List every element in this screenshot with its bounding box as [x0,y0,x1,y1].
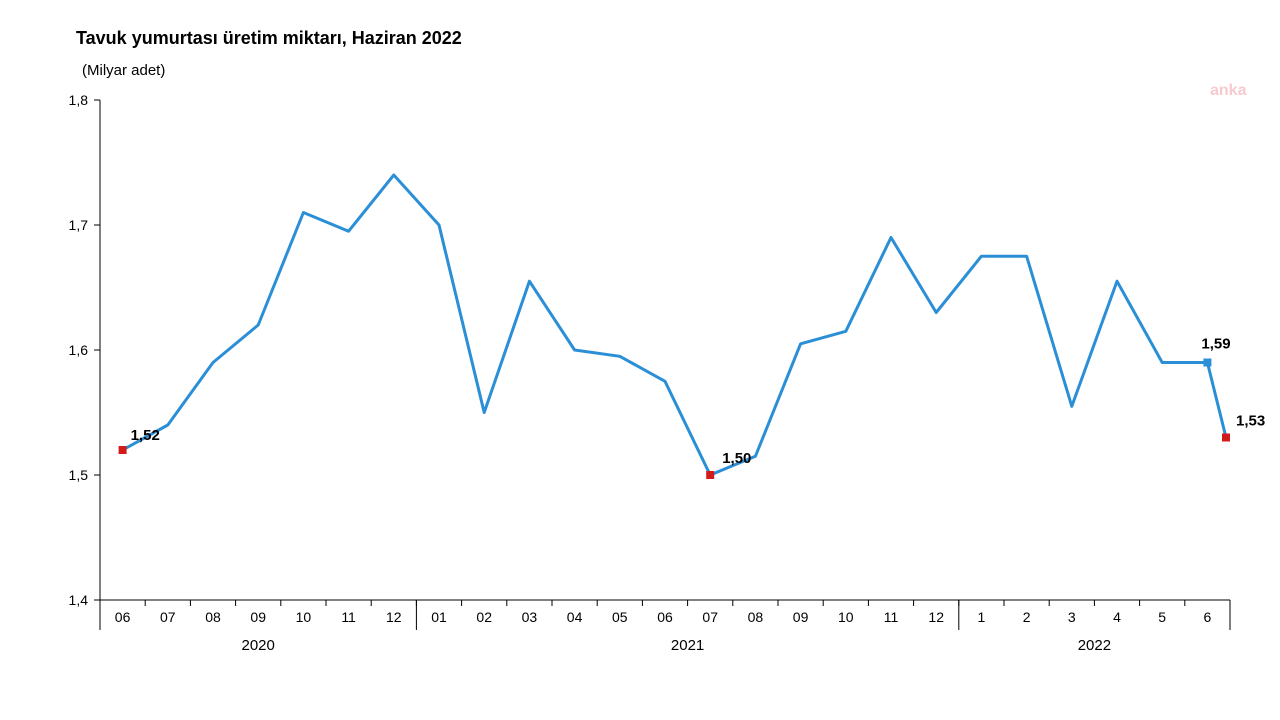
x-tick-label: 02 [476,609,492,625]
x-tick-label: 03 [522,609,538,625]
y-tick-label: 1,7 [69,217,89,233]
x-tick-label: 10 [296,609,312,625]
x-tick-label: 11 [341,609,356,625]
line-series [123,175,1226,475]
data-label: 1,53 [1236,413,1265,430]
y-tick-label: 1,6 [69,342,89,358]
x-year-label: 2022 [1078,637,1111,654]
x-year-label: 2020 [242,637,275,654]
x-tick-label: 4 [1113,609,1121,625]
x-tick-label: 12 [928,609,944,625]
data-label: 1,52 [131,427,160,444]
x-tick-label: 06 [657,609,673,625]
data-marker [1203,359,1211,367]
x-tick-label: 6 [1204,609,1212,625]
x-tick-label: 07 [160,609,176,625]
x-tick-label: 3 [1068,609,1076,625]
data-marker [1222,434,1230,442]
x-tick-label: 04 [567,609,583,625]
chart-svg: 1,41,51,61,71,80607080910111201020304050… [0,0,1280,720]
x-tick-label: 5 [1158,609,1166,625]
x-tick-label: 01 [431,609,447,625]
x-tick-label: 08 [748,609,764,625]
x-year-label: 2021 [671,637,704,654]
data-label: 1,59 [1201,336,1230,353]
y-tick-label: 1,4 [69,592,89,608]
x-tick-label: 08 [205,609,221,625]
y-tick-label: 1,8 [69,92,89,108]
x-tick-label: 05 [612,609,628,625]
x-tick-label: 10 [838,609,854,625]
x-tick-label: 09 [793,609,809,625]
x-tick-label: 12 [386,609,402,625]
x-tick-label: 07 [702,609,718,625]
chart-container: Tavuk yumurtası üretim miktarı, Haziran … [0,0,1280,720]
x-tick-label: 1 [978,609,986,625]
x-tick-label: 2 [1023,609,1031,625]
data-marker [706,471,714,479]
data-label: 1,50 [722,450,751,467]
data-marker [119,446,127,454]
x-tick-label: 09 [250,609,266,625]
x-tick-label: 11 [884,609,899,625]
x-tick-label: 06 [115,609,131,625]
y-tick-label: 1,5 [69,467,89,483]
